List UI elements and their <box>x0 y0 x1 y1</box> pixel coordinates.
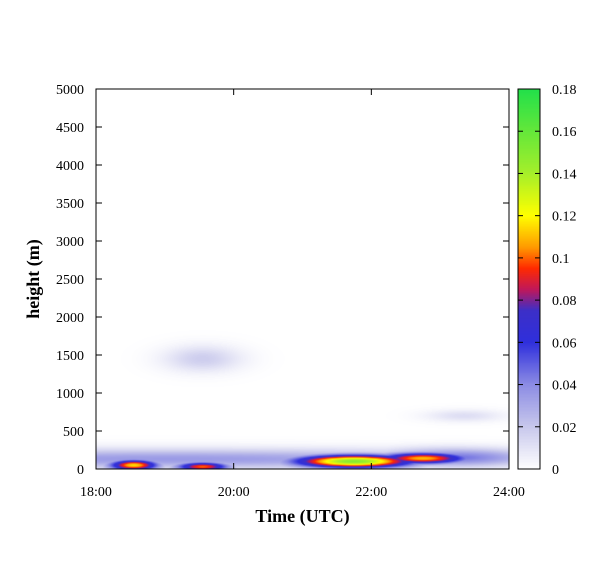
colorbar-tick-label: 0.04 <box>552 379 577 394</box>
colorbar-tick-label: 0.16 <box>552 125 577 140</box>
y-tick-label: 0 <box>77 463 84 478</box>
colorbar-axis: 0 0.02 0.04 0.06 0.08 0.1 0.12 0.14 0.16 0.18 <box>518 83 577 478</box>
y-tick-label: 500 <box>63 425 84 440</box>
x-axis-title: Time (UTC) <box>255 506 349 527</box>
x-tick-label: 20:00 <box>218 485 250 500</box>
y-tick-label: 3000 <box>56 235 84 250</box>
colorbar-tick-label: 0.08 <box>552 294 577 309</box>
y-tick-label: 2000 <box>56 311 84 326</box>
colorbar-gradient <box>518 89 540 469</box>
y-tick-label: 2500 <box>56 273 84 288</box>
colorbar-tick-label: 0.02 <box>552 421 577 436</box>
y-axis: 0 500 1000 1500 2000 2500 3000 3500 4000 4500 5000 <box>56 83 509 478</box>
y-tick-label: 1500 <box>56 349 84 364</box>
y-tick-label: 4500 <box>56 121 84 136</box>
colorbar-tick-label: 0.18 <box>552 83 577 98</box>
x-tick-label: 22:00 <box>355 485 387 500</box>
x-axis: 18:00 20:00 22:00 24:00 <box>80 89 525 500</box>
heatmap-image <box>96 89 509 469</box>
y-tick-label: 3500 <box>56 197 84 212</box>
x-tick-label: 24:00 <box>493 485 525 500</box>
colorbar-tick-label: 0.12 <box>552 210 577 225</box>
x-tick-label: 18:00 <box>80 485 112 500</box>
colorbar-tick-label: 0.06 <box>552 336 577 351</box>
colorbar-tick-label: 0 <box>552 463 559 478</box>
y-tick-label: 1000 <box>56 387 84 402</box>
y-axis-title: height (m) <box>23 239 44 319</box>
colorbar-tick-label: 0.1 <box>552 252 570 267</box>
colorbar-tick-label: 0.14 <box>552 167 577 182</box>
y-tick-label: 4000 <box>56 159 84 174</box>
y-tick-label: 5000 <box>56 83 84 98</box>
colorbar-frame <box>517 88 541 470</box>
